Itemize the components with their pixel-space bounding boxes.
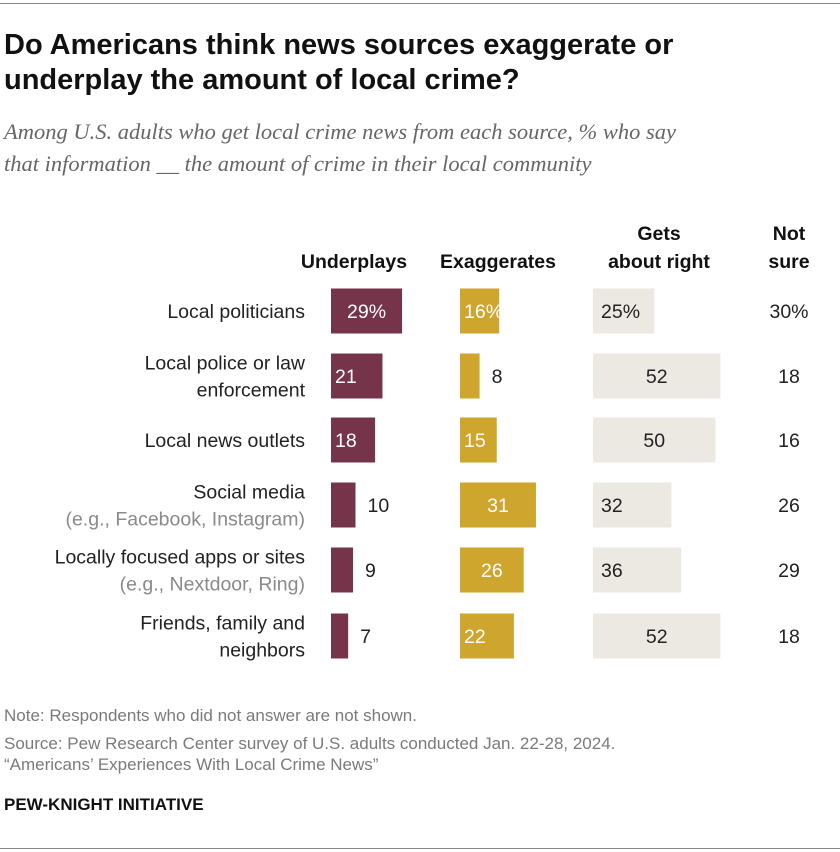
exaggerates-bar [460, 288, 500, 334]
underplays-bar [331, 482, 356, 528]
about-right-value-label: 36 [601, 560, 623, 582]
exaggerates-bar [460, 613, 514, 659]
chart-subtitle-line-1: Among U.S. adults who get local crime ne… [4, 119, 677, 144]
exaggerates-bar [460, 353, 480, 399]
not-sure-value-label: 29 [778, 560, 800, 582]
column-header-about_right: Gets [637, 223, 681, 245]
exaggerates-value-label: 26 [481, 560, 503, 582]
exaggerates-value-label: 15 [464, 430, 486, 452]
column-header-exaggerates: Exaggerates [440, 251, 556, 273]
not-sure-value-label: 18 [778, 626, 800, 648]
chart-subtitle-line-2: that information __ the amount of crime … [4, 151, 592, 176]
exaggerates-value-label: 22 [464, 626, 486, 648]
chart-source-line-1: Source: Pew Research Center survey of U.… [4, 734, 616, 753]
category-label: Local news outlets [145, 430, 306, 452]
bar-chart: Underplays Exaggerates Gets about right Not s… [55, 223, 810, 662]
category-sublabel: (e.g., Nextdoor, Ring) [120, 574, 305, 596]
underplays-value-label: 29% [347, 301, 386, 323]
underplays-value-label: 7 [360, 626, 371, 648]
about-right-value-label: 52 [646, 626, 668, 648]
about-right-value-label: 52 [646, 366, 668, 388]
chart-note: Note: Respondents who did not answer are… [4, 706, 417, 725]
underplays-bar [331, 547, 354, 593]
chart-source-line-2: “Americans’ Experiences With Local Crime… [4, 755, 379, 774]
not-sure-value-label: 30% [769, 301, 808, 323]
chart-title-line-1: Do Americans think news sources exaggera… [4, 29, 674, 61]
underplays-bar [331, 417, 376, 463]
chart-source: Source: Pew Research Center survey of U.… [4, 733, 824, 775]
about-right-bar [593, 482, 672, 528]
about-right-value-label: 50 [643, 430, 665, 452]
column-header-not_sure: Not [773, 223, 806, 245]
top-rule [0, 3, 840, 4]
category-label: Friends, family and [140, 613, 305, 635]
about-right-bar [593, 288, 655, 334]
chart-title-line-2: underplay the amount of local crime? [4, 64, 520, 96]
chart-title: Do Americans think news sources exaggera… [4, 28, 824, 98]
underplays-value-label: 9 [365, 560, 376, 582]
category-label: enforcement [197, 380, 306, 402]
exaggerates-value-label: 8 [492, 366, 503, 388]
underplays-bar [331, 288, 403, 334]
column-header-not_sure: sure [768, 251, 809, 273]
exaggerates-bar [460, 547, 524, 593]
about-right-bar [593, 417, 716, 463]
exaggerates-value-label: 16% [464, 301, 503, 323]
chart-subtitle: Among U.S. adults who get local crime ne… [4, 116, 834, 180]
underplays-bar [331, 353, 383, 399]
exaggerates-bar [460, 482, 536, 528]
underplays-value-label: 21 [335, 366, 357, 388]
underplays-bar [331, 613, 349, 659]
not-sure-value-label: 18 [778, 366, 800, 388]
category-label: Locally focused apps or sites [55, 547, 306, 569]
category-label: Local politicians [167, 301, 305, 323]
exaggerates-bar [460, 417, 497, 463]
about-right-bar [593, 613, 721, 659]
category-sublabel: (e.g., Facebook, Instagram) [65, 509, 305, 531]
about-right-value-label: 32 [601, 495, 623, 517]
category-label: Local police or law [145, 353, 306, 375]
about-right-value-label: 25% [601, 301, 640, 323]
not-sure-value-label: 26 [778, 495, 800, 517]
exaggerates-value-label: 31 [487, 495, 509, 517]
category-label: Social media [193, 482, 305, 504]
column-header-about_right: about right [608, 251, 710, 273]
about-right-bar [593, 353, 721, 399]
bottom-rule [0, 848, 840, 849]
category-label: neighbors [219, 640, 305, 662]
column-header-underplays: Underplays [301, 251, 407, 273]
underplays-value-label: 10 [368, 495, 390, 517]
about-right-bar [593, 547, 682, 593]
brand-label: PEW-KNIGHT INITIATIVE [4, 795, 204, 814]
underplays-value-label: 18 [335, 430, 357, 452]
not-sure-value-label: 16 [778, 430, 800, 452]
